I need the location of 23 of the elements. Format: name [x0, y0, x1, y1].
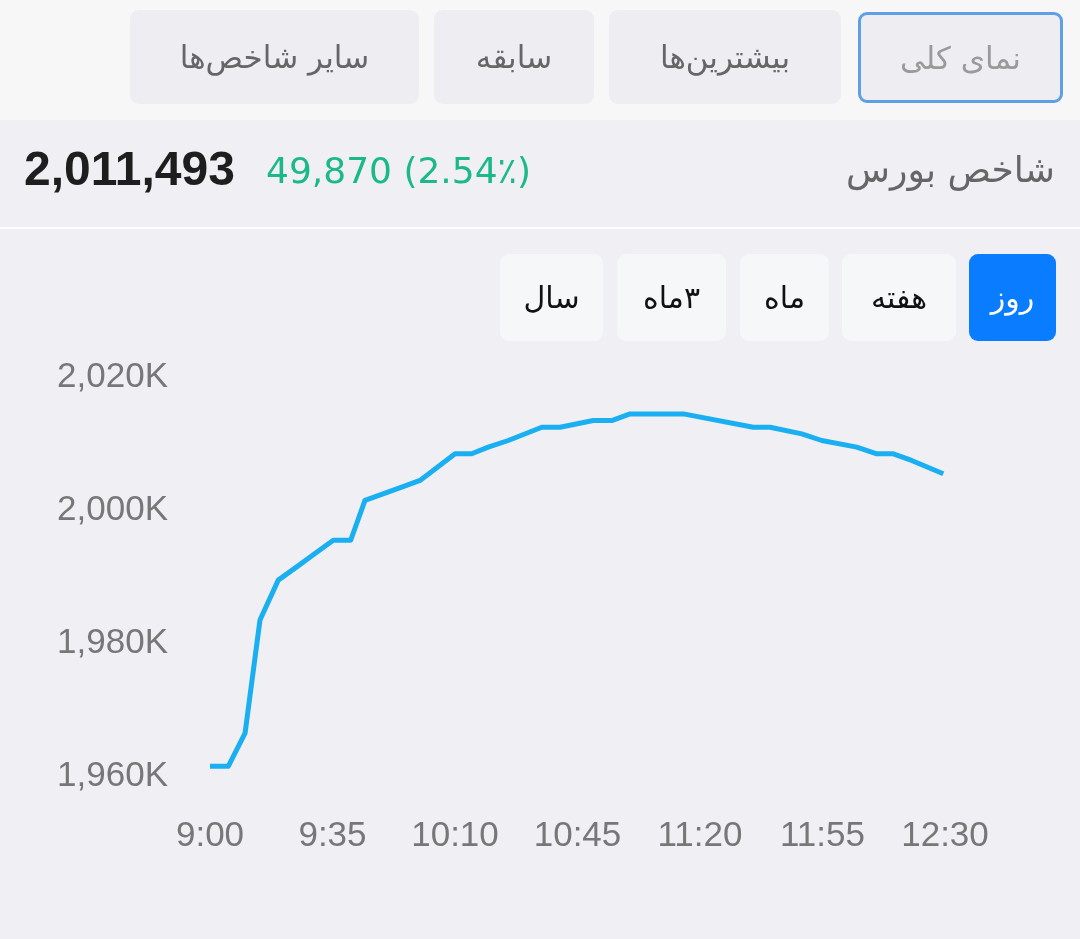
x-tick-label: 12:30: [901, 814, 989, 853]
x-tick-label: 10:45: [533, 814, 622, 853]
text: سابقه: [434, 10, 594, 104]
text: ماه: [740, 254, 829, 341]
chart-subtitle: 2,011,493: [24, 142, 235, 195]
text: سایر شاخص‌ها: [130, 10, 419, 104]
x-tick-label: 9:35: [298, 814, 367, 853]
y-tick-label: 1,960K: [57, 754, 168, 793]
text: نمای کلی: [858, 12, 1063, 103]
text: ۳ماه: [617, 254, 726, 341]
x-tick-label: 9:00: [175, 814, 245, 853]
text: سال: [500, 254, 603, 341]
x-tick-label: 10:10: [411, 814, 499, 853]
x-tick-label: 11:20: [657, 814, 743, 853]
text: روز: [969, 254, 1056, 341]
chart-title: شاخص بورس: [846, 149, 1055, 190]
y-tick-label: 2,000K: [57, 488, 168, 527]
y-tick-label: 1,980K: [57, 621, 168, 660]
text: بیشترین‌ها: [609, 10, 841, 104]
x-tick-label: 11:55: [780, 814, 865, 853]
y-tick-label: 2,020K: [57, 355, 168, 394]
text: 49,870 (2.54٪): [266, 150, 531, 191]
text: هفته: [842, 254, 956, 341]
